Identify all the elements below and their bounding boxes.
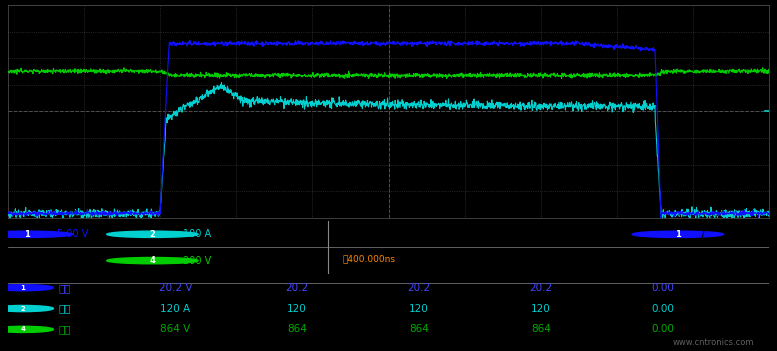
- Text: 2: 2: [149, 230, 155, 239]
- Text: 1: 1: [675, 230, 681, 239]
- Text: 20.2 V: 20.2 V: [159, 283, 192, 293]
- Circle shape: [0, 285, 54, 291]
- Text: 0.00: 0.00: [651, 283, 674, 293]
- Circle shape: [632, 231, 723, 237]
- Text: 120: 120: [287, 304, 307, 313]
- Text: 5.00 V: 5.00 V: [57, 229, 89, 239]
- Text: 5.10 V: 5.10 V: [662, 254, 694, 264]
- Text: 20.2: 20.2: [407, 283, 430, 293]
- Text: 120 A: 120 A: [160, 304, 190, 313]
- Text: 864: 864: [531, 324, 551, 335]
- Text: 值: 值: [172, 273, 179, 283]
- Text: 20.2: 20.2: [286, 283, 308, 293]
- Text: 最小值: 最小值: [409, 273, 428, 283]
- Text: 1: 1: [24, 230, 30, 239]
- Text: www.cntronics.com: www.cntronics.com: [673, 338, 754, 347]
- Text: 1: 1: [20, 285, 26, 291]
- Text: 500M次/秒: 500M次/秒: [487, 228, 529, 238]
- Text: 200 V: 200 V: [183, 256, 211, 266]
- Text: Z 1.00μs: Z 1.00μs: [343, 228, 385, 238]
- Text: 120: 120: [531, 304, 551, 313]
- Circle shape: [0, 231, 72, 237]
- Text: ⏩400.000ns: ⏩400.000ns: [343, 254, 395, 264]
- Circle shape: [106, 231, 198, 237]
- Text: 最大: 最大: [58, 283, 71, 293]
- Text: 1M 点: 1M 点: [487, 254, 511, 264]
- Text: 最大: 最大: [58, 324, 71, 335]
- Text: 标准差: 标准差: [653, 273, 672, 283]
- Text: 最大值: 最大值: [531, 273, 550, 283]
- Circle shape: [106, 258, 198, 264]
- Circle shape: [0, 305, 54, 312]
- Text: 864 V: 864 V: [160, 324, 190, 335]
- Text: 100 A: 100 A: [183, 229, 211, 239]
- Text: 864: 864: [409, 324, 429, 335]
- Circle shape: [0, 326, 54, 332]
- Text: 0.00: 0.00: [651, 324, 674, 335]
- Text: 4: 4: [149, 256, 155, 265]
- Text: 0.00: 0.00: [651, 304, 674, 313]
- Text: 平均值: 平均值: [287, 273, 306, 283]
- Text: /: /: [701, 228, 705, 241]
- Text: 20.2: 20.2: [529, 283, 552, 293]
- Text: 4: 4: [20, 326, 26, 332]
- Text: 2: 2: [21, 305, 26, 312]
- Text: 864: 864: [287, 324, 307, 335]
- Text: 120: 120: [409, 304, 429, 313]
- Text: 最大: 最大: [58, 304, 71, 313]
